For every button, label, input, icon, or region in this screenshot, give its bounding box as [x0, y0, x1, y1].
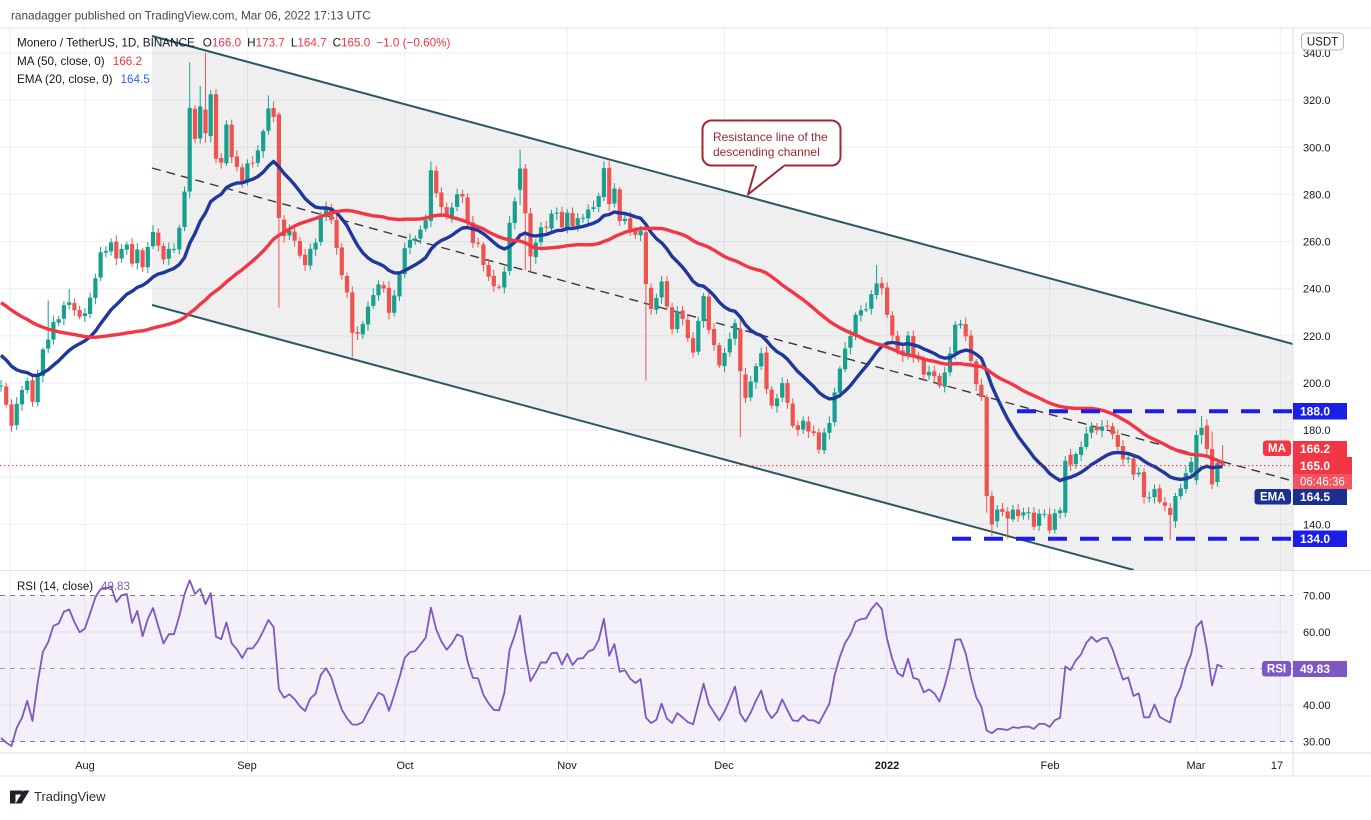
- svg-text:340.0: 340.0: [1303, 48, 1331, 60]
- svg-text:260.0: 260.0: [1303, 237, 1331, 249]
- svg-text:49.83: 49.83: [1300, 662, 1330, 676]
- svg-text:220.0: 220.0: [1303, 331, 1331, 343]
- svg-text:200.0: 200.0: [1303, 378, 1331, 390]
- svg-text:40.00: 40.00: [1303, 700, 1331, 712]
- svg-text:Mar: Mar: [1187, 760, 1206, 772]
- svg-text:180.0: 180.0: [1303, 425, 1331, 437]
- svg-text:ranadagger published on Tradin: ranadagger published on TradingView.com,…: [11, 9, 371, 23]
- svg-text:MA (50, close, 0)166.2: MA (50, close, 0) 166.2: [17, 55, 142, 68]
- svg-text:RSI (14, close)49.83: RSI (14, close) 49.83: [17, 581, 130, 593]
- svg-text:Dec: Dec: [714, 760, 734, 772]
- svg-text:164.5: 164.5: [1300, 490, 1330, 504]
- svg-text:MA: MA: [1268, 443, 1286, 455]
- svg-text:Monero / TetherUS, 1D, BINANCE: Monero / TetherUS, 1D, BINANCE O166.0 H173…: [17, 37, 450, 50]
- svg-text:Nov: Nov: [557, 760, 577, 772]
- svg-text:06:46:36: 06:46:36: [1300, 477, 1345, 489]
- svg-text:EMA: EMA: [1260, 492, 1286, 504]
- svg-text:134.0: 134.0: [1300, 532, 1330, 546]
- svg-text:70.00: 70.00: [1303, 591, 1331, 603]
- svg-text:165.0: 165.0: [1300, 459, 1330, 473]
- svg-text:30.00: 30.00: [1303, 737, 1331, 749]
- svg-text:140.0: 140.0: [1303, 519, 1331, 531]
- svg-text:240.0: 240.0: [1303, 284, 1331, 296]
- svg-text:RSI: RSI: [1267, 664, 1286, 676]
- svg-text:descending channel: descending channel: [713, 145, 820, 159]
- svg-text:320.0: 320.0: [1303, 95, 1331, 107]
- svg-text:Resistance line of the: Resistance line of the: [713, 130, 828, 144]
- svg-text:166.2: 166.2: [1300, 442, 1330, 456]
- svg-text:60.00: 60.00: [1303, 627, 1331, 639]
- svg-text:188.0: 188.0: [1300, 404, 1330, 418]
- svg-text:TradingView: TradingView: [34, 789, 106, 804]
- svg-text:Oct: Oct: [396, 760, 413, 772]
- svg-text:Sep: Sep: [237, 760, 257, 772]
- svg-text:300.0: 300.0: [1303, 142, 1331, 154]
- svg-text:Feb: Feb: [1041, 760, 1060, 772]
- svg-text:17: 17: [1271, 760, 1283, 772]
- svg-text:EMA (20, close, 0)164.5: EMA (20, close, 0) 164.5: [17, 73, 150, 86]
- svg-text:USDT: USDT: [1307, 37, 1338, 49]
- svg-text:Aug: Aug: [75, 760, 95, 772]
- svg-text:2022: 2022: [875, 760, 899, 772]
- svg-text:280.0: 280.0: [1303, 189, 1331, 201]
